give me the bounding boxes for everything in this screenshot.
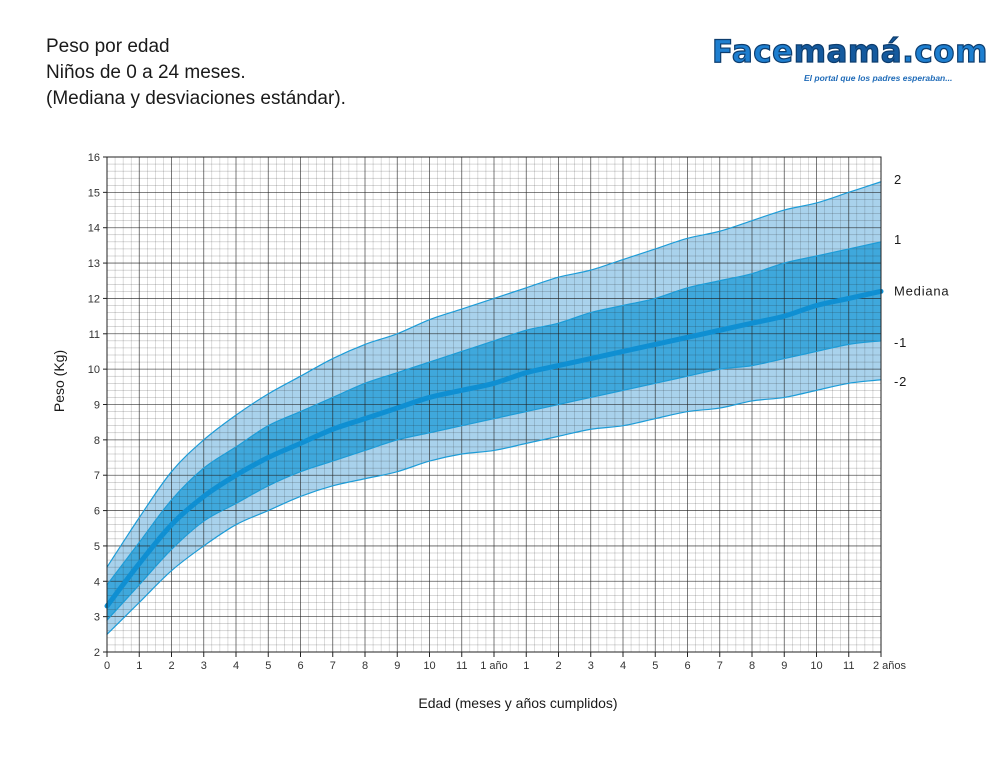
x-tick-label: 4 — [233, 660, 239, 672]
x-tick-label: 3 — [588, 660, 594, 672]
x-tick-label: 2 — [168, 660, 174, 672]
logo-text-mama: mamá — [793, 33, 903, 70]
chart-title: Peso por edad — [46, 36, 170, 57]
chart-subtitle-note: (Mediana y desviaciones estándar). — [46, 88, 346, 109]
chart-lines — [104, 181, 884, 635]
chart-subtitle: Niños de 0 a 24 meses. — [46, 62, 246, 83]
x-tick-label: 11 — [456, 660, 467, 672]
chart-title-block: Peso por edad Niños de 0 a 24 meses. (Me… — [46, 34, 346, 112]
y-tick-label: 16 — [88, 152, 100, 164]
x-axis-title: Edad (meses y años cumplidos) — [418, 695, 617, 711]
series-line-2 — [106, 181, 882, 568]
logo-tagline: El portal que los padres esperaban... — [804, 73, 953, 83]
x-tick-label: 5 — [652, 660, 658, 672]
y-tick-label: 7 — [94, 470, 100, 482]
y-tick-label: 10 — [88, 364, 100, 376]
y-tick-label: 3 — [94, 612, 100, 624]
series-line-minus-1 — [106, 340, 882, 621]
x-tick-label: 7 — [330, 660, 336, 672]
y-tick-label: 2 — [94, 647, 100, 659]
y-tick-label: 13 — [88, 258, 100, 270]
x-tick-label: 10 — [810, 660, 822, 672]
y-axis-title: Peso (Kg) — [51, 350, 67, 412]
x-tick-label: 10 — [423, 660, 435, 672]
y-tick-label: 6 — [94, 506, 100, 518]
y-tick-label: 8 — [94, 435, 100, 447]
series-line-mediana — [104, 288, 884, 609]
y-tick-label: 14 — [88, 223, 100, 235]
x-tick-label: 2 años — [873, 660, 907, 672]
x-tick-label: 11 — [843, 660, 854, 672]
x-tick-label: 2 — [555, 660, 561, 672]
series-label-mediana: Mediana — [894, 283, 949, 298]
x-tick-label: 6 — [684, 660, 690, 672]
x-tick-label: 9 — [394, 660, 400, 672]
logo-text-com: .com — [902, 33, 988, 70]
x-tick-label: 6 — [297, 660, 303, 672]
y-tick-label: 4 — [94, 576, 100, 588]
x-tick-label: 3 — [201, 660, 207, 672]
y-tick-label: 15 — [88, 187, 100, 199]
x-tick-label: 5 — [265, 660, 271, 672]
x-tick-label: 4 — [620, 660, 626, 672]
y-tick-label: 5 — [94, 541, 100, 553]
series-label-1: 1 — [894, 232, 902, 247]
x-tick-label: 8 — [362, 660, 368, 672]
series-label-minus-2: -2 — [894, 374, 907, 389]
series-line-minus-2 — [106, 379, 882, 635]
x-tick-label: 9 — [781, 660, 787, 672]
series-label-2: 2 — [894, 172, 902, 187]
x-tick-label: 7 — [717, 660, 723, 672]
series-label-minus-1: -1 — [894, 335, 907, 350]
chart-axes — [103, 156, 882, 657]
y-tick-label: 12 — [88, 293, 100, 305]
y-tick-label: 9 — [94, 400, 100, 412]
x-tick-label: 1 año — [480, 660, 508, 672]
chart-labels: 0 1 2 3 4 5 6 7 8 9 10 11 1 año 1 2 3 4 5 6 7 8 9 10 11 2 años23… — [88, 152, 949, 672]
facemama-logo[interactable]: Facemamá.com El portal que los padres es… — [711, 33, 988, 96]
x-tick-label: 0 — [104, 660, 110, 672]
series-line-1 — [106, 241, 882, 586]
chart-grid — [106, 156, 882, 653]
x-tick-label: 8 — [749, 660, 755, 672]
logo-text-face: Face — [711, 33, 794, 70]
x-tick-label: 1 — [523, 660, 529, 672]
y-tick-label: 11 — [89, 329, 100, 341]
logo-wordmark: Facemamá.com — [711, 33, 988, 70]
x-tick-label: 1 — [136, 660, 142, 672]
